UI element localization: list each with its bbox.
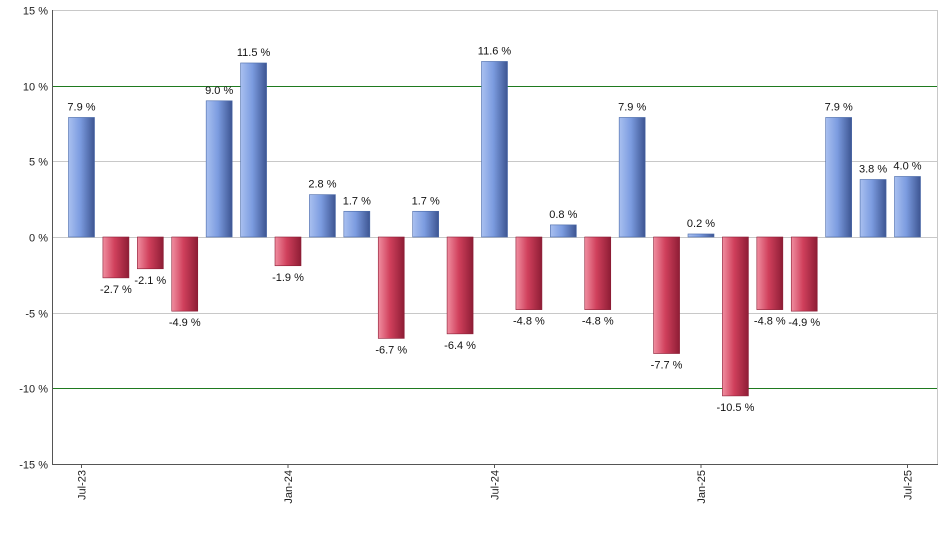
bar-Sep-24 xyxy=(550,224,577,238)
y-tick-label: -10 % xyxy=(19,384,48,396)
data-label-Aug-23: -2.7 % xyxy=(100,284,132,296)
data-label-Aug-24: -4.8 % xyxy=(513,316,545,328)
data-label-Jul-24: 11.6 % xyxy=(478,45,512,57)
bar-Nov-23 xyxy=(205,100,233,238)
data-label-Feb-24: 2.8 % xyxy=(308,179,336,191)
bar-Apr-25 xyxy=(790,236,818,312)
bar-Dec-24 xyxy=(653,236,680,354)
x-tick-label: Jul-24 xyxy=(490,470,502,500)
bar-Jul-23 xyxy=(68,117,95,238)
bar-Oct-23 xyxy=(171,236,199,312)
data-label-Oct-23: -4.9 % xyxy=(169,317,201,329)
bar-Sep-23 xyxy=(137,236,164,270)
data-label-Mar-24: 1.7 % xyxy=(343,195,371,207)
bar-Jun-24 xyxy=(446,236,474,335)
data-label-Sep-24: 0.8 % xyxy=(549,209,577,221)
y-tick-label: 0 % xyxy=(29,233,48,245)
data-label-Feb-25: -10.5 % xyxy=(716,402,754,414)
bar-Apr-24 xyxy=(377,236,405,339)
bar-May-24 xyxy=(412,210,439,238)
x-tick-label: Jan-24 xyxy=(283,470,295,504)
bar-Jul-25 xyxy=(894,176,921,238)
bars-layer xyxy=(68,61,921,397)
data-label-Nov-24: 7.9 % xyxy=(618,101,646,113)
data-label-Mar-25: -4.8 % xyxy=(754,316,786,328)
axis-layer: 15 % 10 % 5 % 0 % -5 % -10 % -15 % Jul-23 Jan-24… xyxy=(19,6,938,504)
y-tick-label: 10 % xyxy=(23,82,48,94)
y-tick-label: 5 % xyxy=(29,157,48,169)
x-tick-label: Jul-25 xyxy=(903,470,915,500)
bar-Nov-24 xyxy=(618,117,646,238)
data-label-Dec-23: 11.5 % xyxy=(237,47,271,59)
y-tick-label: -5 % xyxy=(25,309,48,321)
data-label-Jun-24: -6.4 % xyxy=(444,340,476,352)
x-tick-label: Jul-23 xyxy=(77,470,89,500)
bar-Jan-25 xyxy=(687,233,715,238)
data-label-Jul-23: 7.9 % xyxy=(67,101,95,113)
y-tick-label: -15 % xyxy=(19,460,48,472)
data-label-Apr-25: -4.9 % xyxy=(788,317,820,329)
data-label-Jan-25: 0.2 % xyxy=(687,218,715,230)
data-label-May-24: 1.7 % xyxy=(412,195,440,207)
bar-Mar-25 xyxy=(756,236,784,310)
bar-Jun-25 xyxy=(859,179,887,238)
bar-Feb-25 xyxy=(722,236,749,397)
bar-Oct-24 xyxy=(584,236,612,310)
bar-Feb-24 xyxy=(309,194,336,238)
data-label-Jun-25: 3.8 % xyxy=(859,163,887,175)
bar-Jan-24 xyxy=(274,236,302,267)
data-label-Dec-24: -7.7 % xyxy=(651,360,683,372)
data-label-Sep-23: -2.1 % xyxy=(134,275,166,287)
data-label-Nov-23: 9.0 % xyxy=(205,85,233,97)
data-label-Jul-25: 4.0 % xyxy=(893,160,921,172)
y-tick-label: 15 % xyxy=(23,6,48,18)
data-label-Apr-24: -6.7 % xyxy=(375,344,407,356)
bar-Dec-23 xyxy=(240,62,267,238)
bar-Jul-24 xyxy=(481,61,508,238)
bar-Mar-24 xyxy=(343,210,371,238)
bar-Aug-23 xyxy=(102,236,130,279)
data-label-Oct-24: -4.8 % xyxy=(582,316,614,328)
data-labels-layer: 7.9 % -2.7 %-2.1 % -4.9 % 9.0 % 11.5 % -1.9 %… xyxy=(67,45,921,413)
data-label-May-25: 7.9 % xyxy=(825,101,853,113)
bar-May-25 xyxy=(825,117,852,238)
data-label-Jan-24: -1.9 % xyxy=(272,272,304,284)
bar-Aug-24 xyxy=(515,236,543,310)
x-tick-label: Jan-25 xyxy=(696,470,708,504)
